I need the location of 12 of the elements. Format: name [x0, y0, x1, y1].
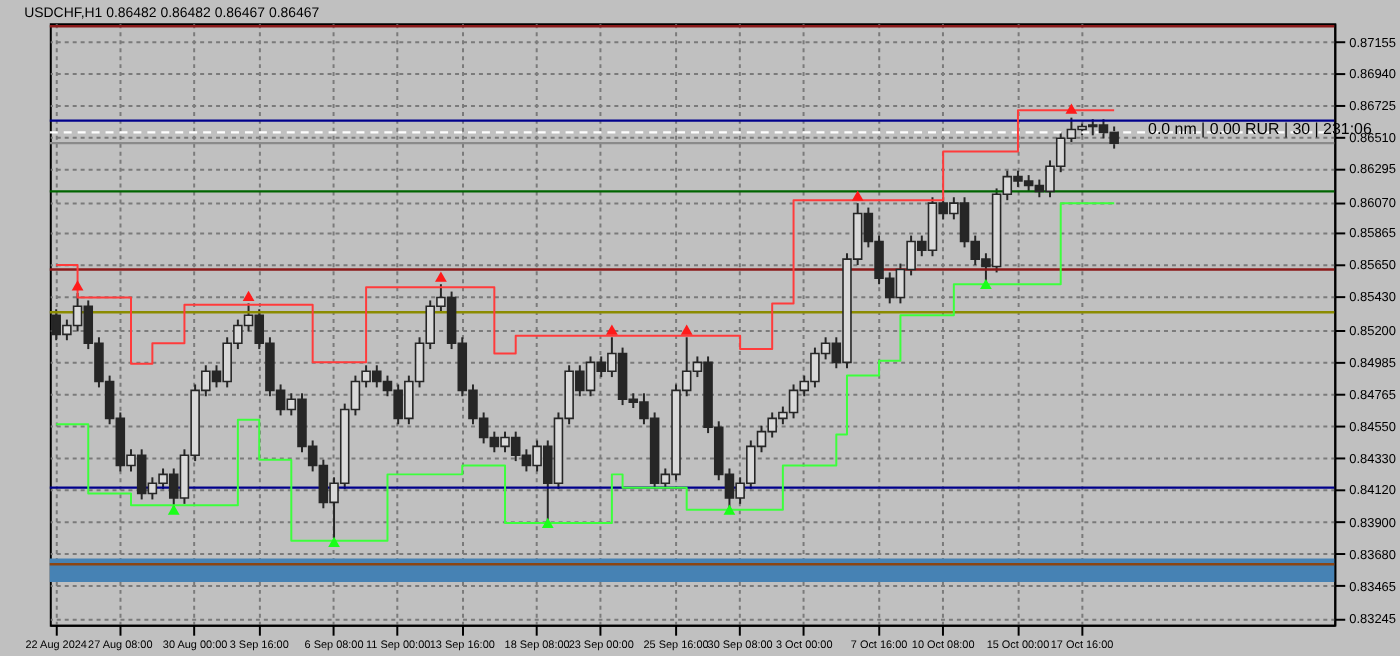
point [242, 290, 255, 301]
point [167, 504, 180, 515]
point [435, 271, 447, 282]
point [1065, 103, 1078, 114]
point [680, 324, 693, 335]
point [71, 280, 84, 291]
point [541, 517, 554, 528]
point [723, 504, 736, 515]
point [980, 278, 992, 290]
point [328, 536, 340, 548]
point [851, 190, 864, 201]
point [606, 324, 618, 335]
